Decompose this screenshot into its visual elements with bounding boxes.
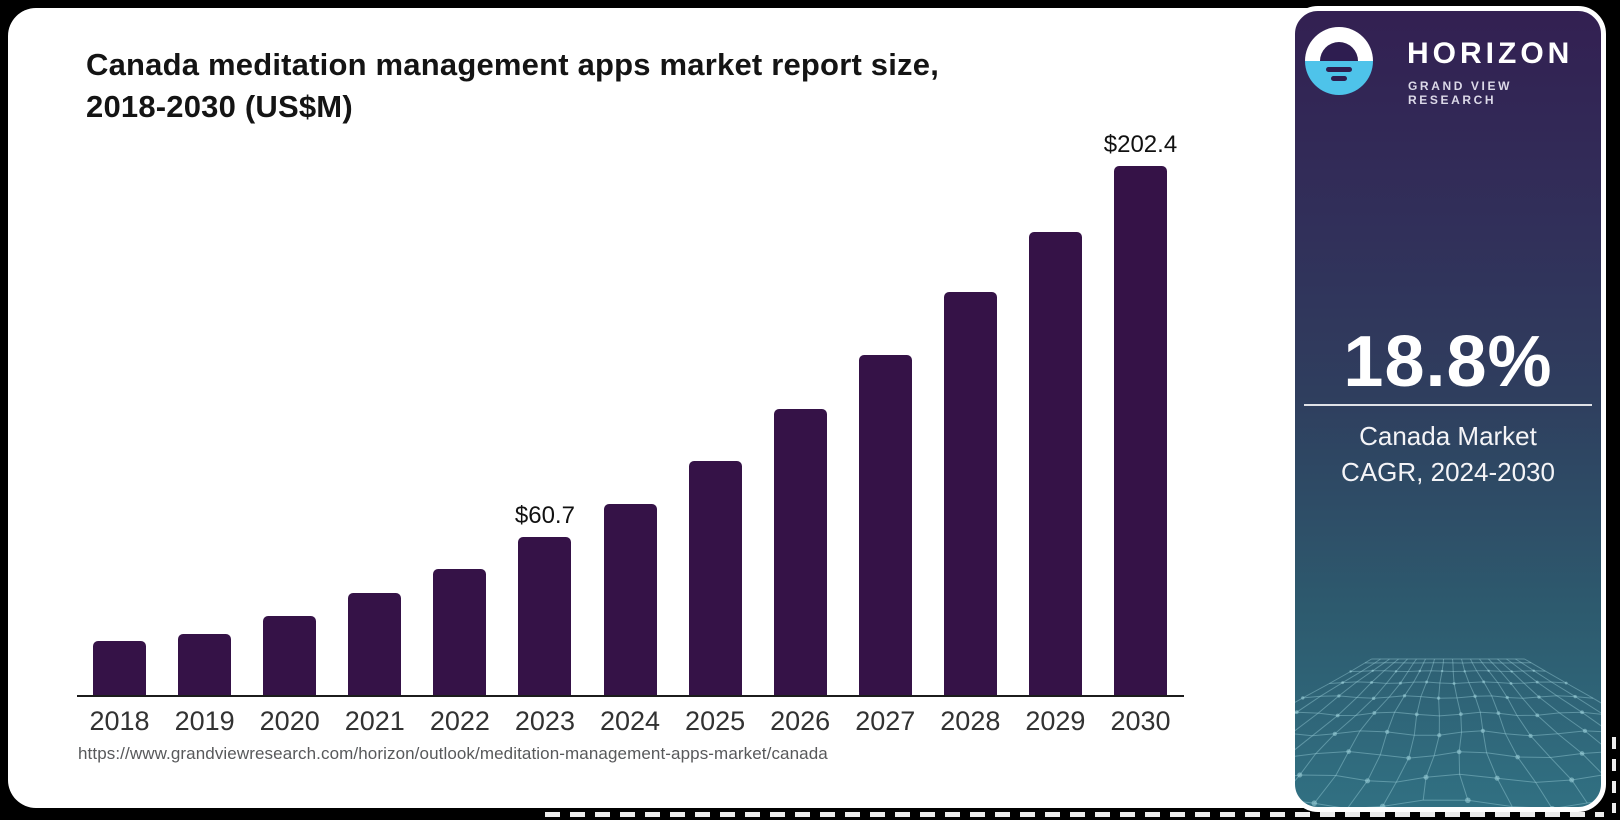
bar-value-label-2030: $202.4 (1103, 131, 1178, 158)
x-tick-2028: 2028 (940, 706, 1001, 736)
bar-slot-2022 (417, 569, 502, 696)
x-axis-tick-labels: 2018 2019 2020 2021 2022 2023 2024 2025 2026 2027… (77, 706, 1183, 737)
cagr-stat-value: 18.8% (1343, 322, 1553, 402)
x-tick-2025: 2025 (685, 706, 746, 736)
stat-divider (1304, 404, 1592, 406)
chart-title: Canada meditation management apps market… (86, 44, 1136, 128)
bar-slot-2024 (587, 504, 672, 696)
bar-2024 (603, 504, 657, 696)
bar-slot-2028 (928, 292, 1013, 696)
bar-value-label-2023: $60.7 (514, 502, 575, 529)
x-tick-2029: 2029 (1025, 706, 1086, 736)
bar-2021 (348, 593, 402, 696)
x-tick-2019: 2019 (174, 706, 235, 736)
bar-slot-2029 (1013, 232, 1098, 696)
brand-name: HORIZON (1407, 37, 1574, 70)
x-tick-2020: 2020 (259, 706, 320, 736)
source-url: https://www.grandviewresearch.com/horizo… (78, 744, 828, 763)
logo-wave-line (1326, 67, 1352, 72)
logo-sun-shape (1320, 42, 1358, 61)
bar-slot-2030: $202.4 (1098, 131, 1183, 696)
bar-slot-2021 (332, 593, 417, 696)
chart-title-line2: 2018-2030 (US$M) (86, 89, 353, 124)
x-tick-2022: 2022 (429, 706, 490, 736)
bar-slot-2020 (247, 616, 332, 696)
logo-wave-line (1331, 76, 1347, 81)
x-tick-2026: 2026 (770, 706, 831, 736)
bar-2020 (263, 616, 317, 696)
wireframe-mesh-decoration (1295, 658, 1601, 807)
bar-chart-plot-area: $60.7 $202.4 (77, 131, 1183, 696)
x-tick-2023: 2023 (514, 706, 575, 736)
bar-2027 (858, 355, 912, 696)
bar-2029 (1028, 232, 1082, 696)
bar-slot-2026 (758, 409, 843, 696)
horizon-logo-icon (1305, 27, 1373, 95)
cagr-stat-label: Canada Market CAGR, 2024-2030 (1295, 418, 1601, 490)
x-tick-2021: 2021 (344, 706, 405, 736)
bar-2018 (93, 641, 147, 696)
bar-2028 (943, 292, 997, 696)
stat-label-line1: Canada Market (1359, 421, 1537, 451)
x-axis-line (77, 695, 1184, 697)
bar-slot-2027 (843, 355, 928, 696)
bar-2023 (518, 537, 572, 696)
bar-2026 (773, 409, 827, 696)
bar-2022 (433, 569, 487, 696)
bar-slot-2019 (162, 634, 247, 696)
x-tick-2030: 2030 (1110, 706, 1171, 736)
bar-slot-2025 (673, 461, 758, 696)
stat-label-line2: CAGR, 2024-2030 (1341, 457, 1555, 487)
brand-sidebar: HORIZON GRAND VIEW RESEARCH 18.8% Canada… (1290, 6, 1606, 812)
bar-2030 (1113, 166, 1167, 696)
x-tick-2024: 2024 (599, 706, 661, 736)
bar-slot-2018 (77, 641, 162, 696)
brand-subtitle: GRAND VIEW RESEARCH (1408, 79, 1512, 107)
bottom-dashed-line (545, 812, 1604, 817)
bar-2025 (688, 461, 742, 696)
bar-slot-2023: $60.7 (502, 502, 587, 696)
x-tick-2018: 2018 (89, 706, 150, 736)
right-dashed-line (1612, 737, 1616, 813)
bar-2019 (178, 634, 232, 696)
chart-title-line1: Canada meditation management apps market… (86, 47, 940, 82)
x-tick-2027: 2027 (855, 706, 916, 736)
